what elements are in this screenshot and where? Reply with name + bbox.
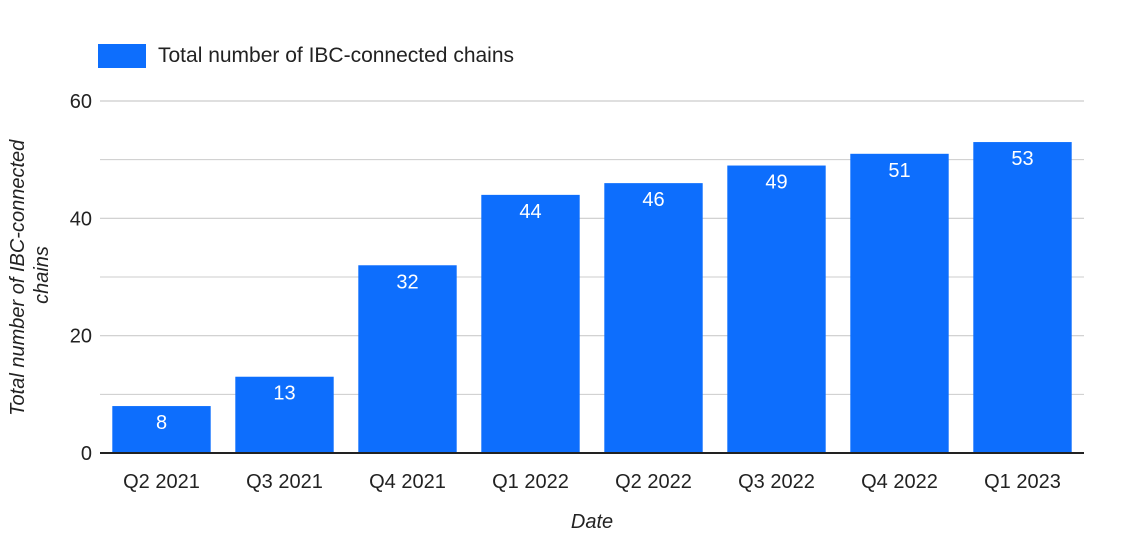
- x-tick-label: Q2 2021: [123, 471, 200, 493]
- bar: [112, 406, 211, 453]
- x-tick-label: Q3 2022: [738, 471, 815, 493]
- data-label: 51: [888, 160, 910, 182]
- x-tick-label: Q4 2022: [861, 471, 938, 493]
- data-label: 13: [273, 383, 295, 405]
- legend-label: Total number of IBC-connected chains: [158, 44, 515, 67]
- data-label: 46: [642, 189, 664, 211]
- legend: Total number of IBC-connected chains: [98, 44, 514, 68]
- bar: [604, 183, 703, 453]
- y-axis-title: Total number of IBC-connected chains: [7, 134, 53, 416]
- data-label: 49: [765, 172, 787, 194]
- y-tick-label: 40: [70, 208, 92, 230]
- bar: [973, 142, 1072, 454]
- bar: [358, 265, 457, 453]
- data-label: 53: [1011, 148, 1033, 170]
- bar: [850, 153, 949, 454]
- legend-swatch: [98, 44, 146, 68]
- y-axis-ticks: 0 20 40 60: [70, 91, 92, 465]
- data-label: 44: [519, 201, 541, 223]
- bars: [112, 142, 1072, 454]
- y-axis-title-line-1: Total number of IBC-connected: [7, 139, 29, 416]
- x-tick-label: Q3 2021: [246, 471, 323, 493]
- bar: [481, 194, 580, 453]
- x-axis-title: Date: [571, 511, 613, 533]
- x-tick-label: Q4 2021: [369, 471, 446, 493]
- y-axis-title-line-2: chains: [31, 246, 53, 304]
- x-axis-ticks: Q2 2021 Q3 2021 Q4 2021 Q1 2022 Q2 2022 Q3 20…: [123, 471, 1061, 493]
- x-tick-label: Q1 2023: [984, 471, 1061, 493]
- y-tick-label: 60: [70, 91, 92, 113]
- data-labels: 8 13 32 44 46 49 51 53: [156, 148, 1034, 434]
- x-tick-label: Q1 2022: [492, 471, 569, 493]
- y-tick-label: 0: [81, 443, 92, 465]
- data-label: 32: [396, 271, 418, 293]
- data-label: 8: [156, 412, 167, 434]
- bar: [235, 376, 334, 453]
- bar: [727, 165, 826, 454]
- y-tick-label: 20: [70, 326, 92, 348]
- x-tick-label: Q2 2022: [615, 471, 692, 493]
